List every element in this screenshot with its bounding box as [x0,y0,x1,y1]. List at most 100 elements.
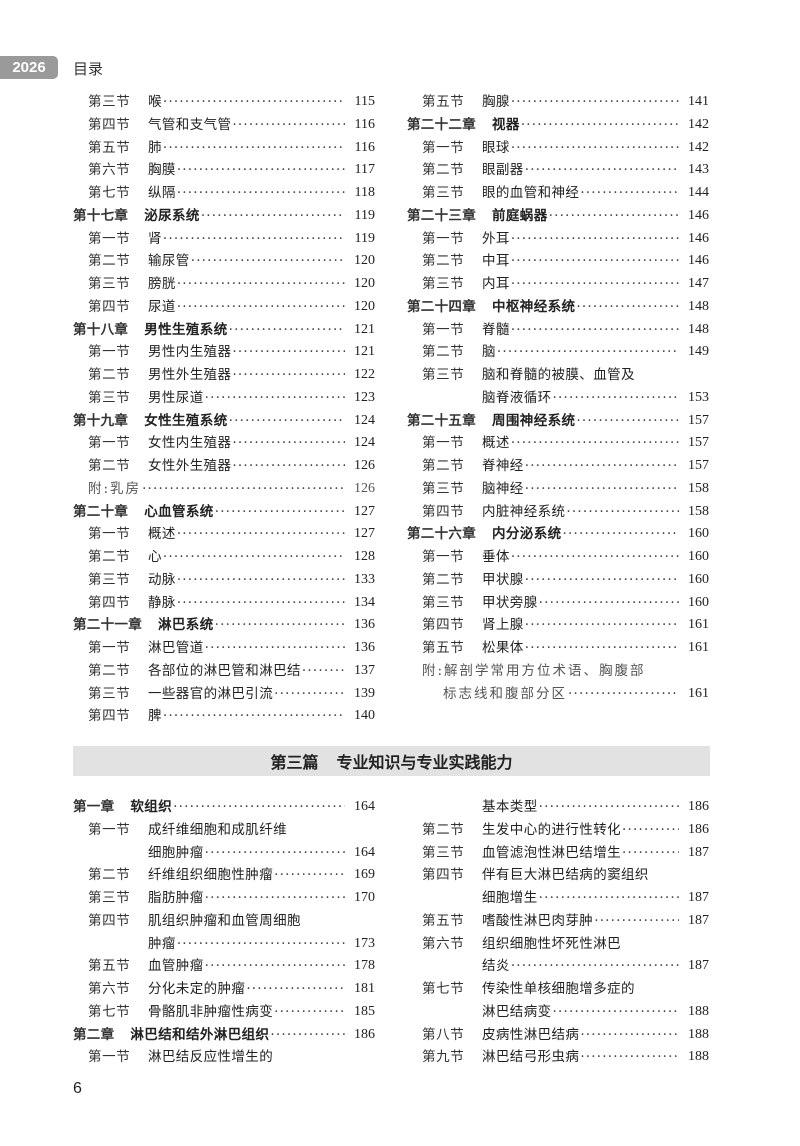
toc-entry-section[interactable]: 第七节 传染性单核细胞增多症的 [407,978,709,1001]
toc-entry-label: 第一节 [88,230,131,247]
toc-entry-cont[interactable]: 肿瘤 173 [73,933,375,956]
toc-entry-section[interactable]: 第三节 脂肪肿瘤 170 [73,887,375,910]
toc-entry-page: 161 [688,640,709,655]
toc-entry-section[interactable]: 第六节 分化未定的肿瘤 181 [73,978,375,1001]
toc-entry-appendix-cont[interactable]: 标志线和腹部分区 161 [407,683,709,706]
toc-entry-page: 188 [688,1003,709,1019]
toc-entry-section[interactable]: 第一节 成纤维细胞和成肌纤维 [73,819,375,842]
dot-leader [553,387,680,410]
toc-entry-section[interactable]: 第七节 纵隔 118 [73,182,375,205]
dot-leader [215,614,345,637]
toc-entry-section[interactable]: 第三节 内耳 147 [407,273,709,296]
toc-entry-section[interactable]: 第二节 脊神经 157 [407,455,709,478]
toc-entry-title: 肾 [148,230,162,247]
toc-entry-label: 第一节 [422,321,465,338]
toc-entry-section[interactable]: 第二节 男性外生殖器 122 [73,364,375,387]
toc-entry-section[interactable]: 第三节 眼的血管和神经 144 [407,182,709,205]
toc-entry-section[interactable]: 第六节 组织细胞性坏死性淋巴 [407,933,709,956]
toc-entry-title: 淋巴结病变 [482,1003,552,1020]
toc-entry-cont[interactable]: 基本类型 186 [407,796,709,819]
toc-entry-page: 157 [688,435,709,451]
toc-entry-section[interactable]: 第三节 喉 115 [73,91,375,114]
toc-entry-cont[interactable]: 结炎 187 [407,955,709,978]
dot-leader [511,955,679,978]
dot-leader [274,864,345,887]
toc-entry-section[interactable]: 第二节 心 128 [73,546,375,569]
toc-entry-label: 第三节 [422,367,465,383]
toc-entry-cont[interactable]: 脑脊液循环 153 [407,387,709,410]
toc-entry-section[interactable]: 第一节 淋巴结反应性增生的 [73,1046,375,1069]
toc-entry-section[interactable]: 第五节 松果体 161 [407,637,709,660]
toc-entry-cont[interactable]: 细胞肿瘤 164 [73,842,375,865]
toc-entry-section[interactable]: 第五节 胸腺 141 [407,91,709,114]
toc-entry-appendix[interactable]: 附:乳房 126 [73,478,375,501]
toc-entry-title: 脑神经 [482,480,524,497]
toc-entry-page: 121 [354,321,375,337]
toc-entry-page: 124 [354,435,375,451]
dot-leader [163,137,345,160]
toc-entry-section[interactable]: 第一节 淋巴管道 136 [73,637,375,660]
toc-entry-section[interactable]: 第四节 伴有巨大淋巴结病的窦组织 [407,864,709,887]
toc-entry-section[interactable]: 第三节 膀胱 120 [73,273,375,296]
toc-entry-section[interactable]: 第一节 垂体 160 [407,546,709,569]
toc-entry-cont[interactable]: 细胞增生 187 [407,887,709,910]
toc-entry-label: 第二节 [88,458,131,474]
toc-entry-title: 纵隔 [148,185,176,201]
toc-entry-section[interactable]: 第三节 脑和脊髓的被膜、血管及 [407,364,709,387]
toc-entry-page: 142 [688,116,709,132]
toc-entry-cont[interactable]: 淋巴结病变 188 [407,1001,709,1024]
toc-entry-appendix[interactable]: 附:解剖学常用方位术语、胸腹部 [407,660,709,683]
toc-entry-section[interactable]: 第二节 女性外生殖器 126 [73,455,375,478]
dot-leader [232,364,345,387]
toc-entry-section[interactable]: 第四节 肌组织肿瘤和血管周细胞 [73,910,375,933]
dot-leader [511,228,679,251]
